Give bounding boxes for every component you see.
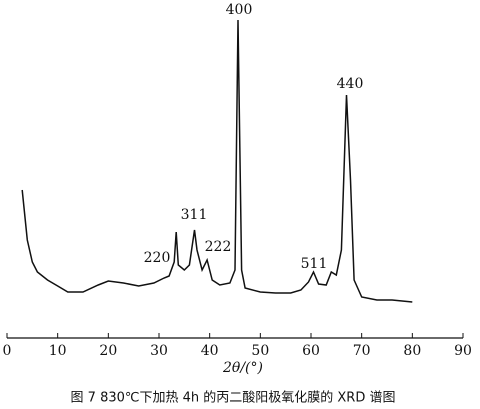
x-tick-label: 90 <box>454 343 472 359</box>
x-tick-label: 0 <box>3 343 12 359</box>
peak-label: 400 <box>226 2 253 18</box>
x-tick-label: 80 <box>403 343 421 359</box>
peak-label: 220 <box>144 250 171 266</box>
xrd-curve <box>21 19 413 303</box>
x-tick-label: 40 <box>201 343 219 359</box>
x-tick-label: 50 <box>251 343 269 359</box>
x-axis-label: 2θ/(°) <box>222 360 263 376</box>
peak-label: 222 <box>205 239 232 255</box>
caption: 图 7 830℃下加热 4h 的丙二酸阳极氧化膜的 XRD 谱图 <box>71 390 396 406</box>
x-tick-label: 70 <box>353 343 371 359</box>
peak-label: 311 <box>181 207 208 223</box>
x-tick-label: 20 <box>99 343 117 359</box>
x-tick-label: 60 <box>302 343 320 359</box>
peak-label: 511 <box>301 256 328 272</box>
x-tick-label: 10 <box>49 343 67 359</box>
x-tick-label: 30 <box>150 343 168 359</box>
peak-label: 440 <box>337 76 364 92</box>
